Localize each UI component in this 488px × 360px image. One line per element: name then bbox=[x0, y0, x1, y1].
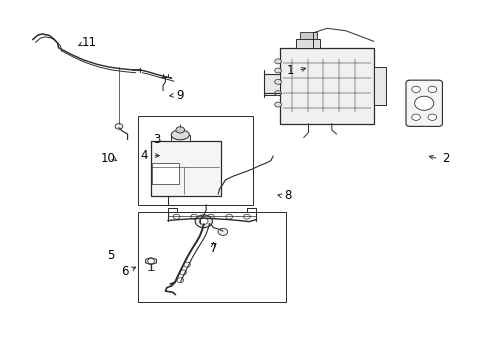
Circle shape bbox=[180, 270, 186, 275]
Bar bbox=[152, 163, 179, 184]
Bar bbox=[373, 67, 385, 105]
Circle shape bbox=[427, 86, 436, 93]
Circle shape bbox=[274, 102, 281, 107]
Circle shape bbox=[225, 214, 232, 219]
Circle shape bbox=[183, 262, 190, 267]
FancyBboxPatch shape bbox=[405, 80, 442, 126]
Circle shape bbox=[274, 59, 281, 64]
Ellipse shape bbox=[171, 130, 189, 140]
Circle shape bbox=[173, 214, 180, 219]
Polygon shape bbox=[145, 258, 156, 265]
Circle shape bbox=[218, 228, 227, 235]
Circle shape bbox=[195, 215, 212, 228]
Circle shape bbox=[199, 218, 208, 224]
Bar bbox=[151, 141, 220, 196]
Circle shape bbox=[243, 214, 250, 219]
Bar bbox=[263, 74, 280, 95]
Bar bbox=[299, 32, 316, 39]
Text: 11: 11 bbox=[81, 36, 96, 49]
Bar bbox=[296, 39, 320, 48]
Bar bbox=[137, 212, 285, 302]
Circle shape bbox=[274, 91, 281, 96]
Circle shape bbox=[274, 68, 281, 73]
Text: 2: 2 bbox=[441, 152, 448, 165]
Text: 3: 3 bbox=[153, 133, 161, 146]
Circle shape bbox=[411, 114, 420, 120]
Text: 7: 7 bbox=[209, 242, 217, 255]
Text: 9: 9 bbox=[176, 89, 183, 102]
Bar bbox=[280, 48, 373, 123]
Text: 5: 5 bbox=[106, 249, 114, 262]
Bar bbox=[170, 135, 189, 141]
Text: 4: 4 bbox=[140, 149, 147, 162]
Bar bbox=[137, 117, 252, 205]
Text: 1: 1 bbox=[285, 64, 293, 77]
Text: 6: 6 bbox=[121, 265, 128, 278]
Circle shape bbox=[411, 86, 420, 93]
Circle shape bbox=[177, 278, 183, 283]
Circle shape bbox=[176, 127, 184, 133]
Text: 10: 10 bbox=[100, 152, 115, 165]
Text: 8: 8 bbox=[284, 189, 291, 202]
Circle shape bbox=[207, 214, 214, 219]
Circle shape bbox=[414, 96, 433, 110]
Circle shape bbox=[427, 114, 436, 120]
Circle shape bbox=[190, 214, 197, 219]
Circle shape bbox=[147, 259, 154, 264]
Circle shape bbox=[115, 123, 122, 129]
Circle shape bbox=[274, 79, 281, 84]
